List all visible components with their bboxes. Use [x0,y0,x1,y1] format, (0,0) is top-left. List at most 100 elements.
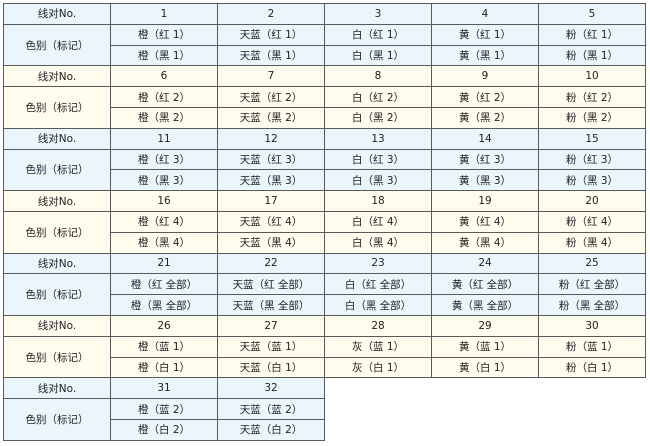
color-row: 橙（黑 3） 天蓝（黑 3） 白（黑 3） 黄（黑 3） 粉（黑 3） [4,169,646,192]
pair-number-cell: 9 [431,65,539,88]
pair-number-cell: 13 [324,127,432,150]
pair-number-cell: 26 [110,314,218,337]
color-cell: 黄（红 全部） [431,273,539,296]
color-cell: 橙（白 1） [110,356,218,379]
color-cell: 天蓝（黑 2） [217,106,325,129]
color-cell: 黄（黑 3） [431,169,539,192]
color-cell: 橙（红 4） [110,210,218,233]
color-marking-label: 色别（标记） [3,273,111,316]
pair-number-cell: 27 [217,314,325,337]
pair-number-cell: 30 [538,314,646,337]
color-row: 色别（标记） 橙（蓝 1） 天蓝（蓝 1） 灰（蓝 1） 黄（蓝 1） 粉（蓝 1） [3,335,646,379]
color-cell: 天蓝（红 4） [217,210,325,233]
color-cell: 灰（蓝 1） [324,335,432,358]
pair-number-cell: 15 [538,127,646,150]
pair-number-cell: 20 [538,190,646,212]
pair-number-cell: 1 [110,3,218,25]
empty-cell [538,377,646,399]
pair-number-row: 线对No. 11 12 13 14 15 [3,127,646,150]
color-cell: 天蓝（黑 4） [217,231,325,254]
color-cell: 橙（黑 2） [110,106,218,129]
color-cell: 粉（红 2） [538,86,646,108]
pair-number-cell: 23 [324,252,432,275]
color-cell: 粉（红 全部） [538,273,646,296]
color-marking-label: 色别（标记） [3,335,111,379]
color-row: 橙（白 2） 天蓝（白 2） [4,418,646,441]
pair-no-label: 线对No. [3,65,111,88]
color-row: 色别（标记） 橙（红 2） 天蓝（红 2） 白（红 2） 黄（红 2） 粉（红 2） [3,86,646,129]
pair-number-cell: 25 [538,252,646,275]
color-cell: 粉（红 4） [538,210,646,233]
color-row: 色别（标记） 橙（红 3） 天蓝（红 3） 白（红 3） 黄（红 3） 粉（红 3） [3,148,646,192]
pair-number-row: 线对No. 1 2 3 4 5 [3,3,646,25]
color-cell: 橙（红 3） [110,148,218,171]
pair-number-row: 线对No. 31 32 [3,377,646,400]
color-cell: 粉（蓝 1） [538,335,646,358]
pair-no-label: 线对No. [3,3,111,25]
pair-no-label: 线对No. [3,377,111,400]
color-cell: 黄（红 3） [431,148,539,171]
pair-number-row: 线对No. 16 17 18 19 20 [3,190,646,212]
color-marking-label: 色别（标记） [3,398,111,441]
color-cell: 橙（黑 全部） [110,294,218,316]
color-cell: 白（红 1） [324,23,432,46]
color-cell: 白（黑 3） [324,169,432,192]
pair-number-cell: 11 [110,127,218,150]
pair-number-cell: 24 [431,252,539,275]
color-cell: 黄（黑 4） [431,231,539,254]
pair-number-cell: 28 [324,314,432,337]
color-cell: 橙（蓝 2） [110,398,218,420]
color-cell: 黄（白 1） [431,356,539,379]
color-cell: 天蓝（红 全部） [217,273,325,296]
pair-number-cell: 8 [324,65,432,88]
pair-no-label: 线对No. [3,252,111,275]
pair-no-label: 线对No. [3,314,111,337]
color-cell: 橙（蓝 1） [110,335,218,358]
color-cell: 天蓝（黑 全部） [217,294,325,316]
color-cell: 白（红 全部） [324,273,432,296]
empty-cell [538,419,646,441]
color-marking-label: 色别（标记） [3,148,111,192]
color-cell: 天蓝（红 3） [217,148,325,171]
color-cell: 天蓝（红 1） [217,23,325,46]
color-cell: 黄（蓝 1） [431,335,539,358]
color-row: 橙（黑 1） 天蓝（黑 1） 白（黑 1） 黄（黑 1） 粉（黑 1） [4,44,646,67]
color-cell: 黄（黑 1） [431,44,539,67]
color-row: 橙（黑 全部） 天蓝（黑 全部） 白（黑 全部） 黄（黑 全部） 粉（黑 全部） [4,294,646,316]
color-cell: 粉（黑 全部） [538,294,646,316]
pair-number-cell: 22 [217,252,325,275]
color-cell: 粉（黑 2） [538,106,646,129]
empty-cell [538,398,646,420]
color-cell: 白（红 4） [324,210,432,233]
color-row: 色别（标记） 橙（红 1） 天蓝（红 1） 白（红 1） 黄（红 1） 粉（红 1） [3,23,646,67]
color-cell: 橙（白 2） [110,418,218,441]
color-cell: 天蓝（白 1） [217,356,325,379]
color-marking-label: 色别（标记） [3,210,111,254]
color-cell: 粉（白 1） [538,356,646,379]
color-cell: 橙（红 2） [110,86,218,108]
color-cell: 白（黑 1） [324,44,432,67]
color-cell: 橙（黑 1） [110,44,218,67]
empty-cell [431,377,539,399]
color-cell: 橙（红 全部） [110,273,218,296]
color-cell: 橙（黑 4） [110,231,218,254]
pair-number-cell: 17 [217,190,325,212]
color-cell: 白（黑 4） [324,231,432,254]
color-cell: 天蓝（黑 3） [217,169,325,192]
pair-number-cell: 14 [431,127,539,150]
color-row: 橙（白 1） 天蓝（白 1） 灰（白 1） 黄（白 1） 粉（白 1） [4,356,646,379]
empty-cell [431,419,539,441]
color-cell: 黄（黑 全部） [431,294,539,316]
color-cell: 黄（黑 2） [431,106,539,129]
pair-number-cell: 16 [110,190,218,212]
pair-number-cell: 32 [217,377,325,400]
color-cell: 天蓝（红 2） [217,86,325,108]
empty-cell [324,377,432,399]
color-cell: 天蓝（蓝 2） [217,398,325,420]
color-cell: 粉（黑 1） [538,44,646,67]
pair-number-cell: 5 [538,3,646,25]
pair-number-row: 线对No. 26 27 28 29 30 [3,314,646,337]
color-cell: 黄（红 1） [431,23,539,46]
pair-number-row: 线对No. 6 7 8 9 10 [3,65,646,88]
color-cell: 白（黑 全部） [324,294,432,316]
